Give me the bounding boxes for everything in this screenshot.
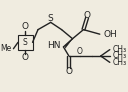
Text: O: O [84,11,91,20]
Text: O: O [22,53,29,62]
Text: O: O [65,67,72,76]
Text: HN: HN [47,41,61,50]
Text: O: O [22,22,29,31]
Text: CH₃: CH₃ [113,58,127,67]
Text: OH: OH [103,30,117,39]
Text: O: O [77,47,83,56]
Bar [18,35,33,50]
Text: CH₃: CH₃ [113,45,127,54]
Text: CH₃: CH₃ [113,52,127,61]
Text: S: S [23,38,28,47]
Polygon shape [65,39,73,48]
Text: Me: Me [0,44,12,53]
Text: S: S [48,14,54,23]
